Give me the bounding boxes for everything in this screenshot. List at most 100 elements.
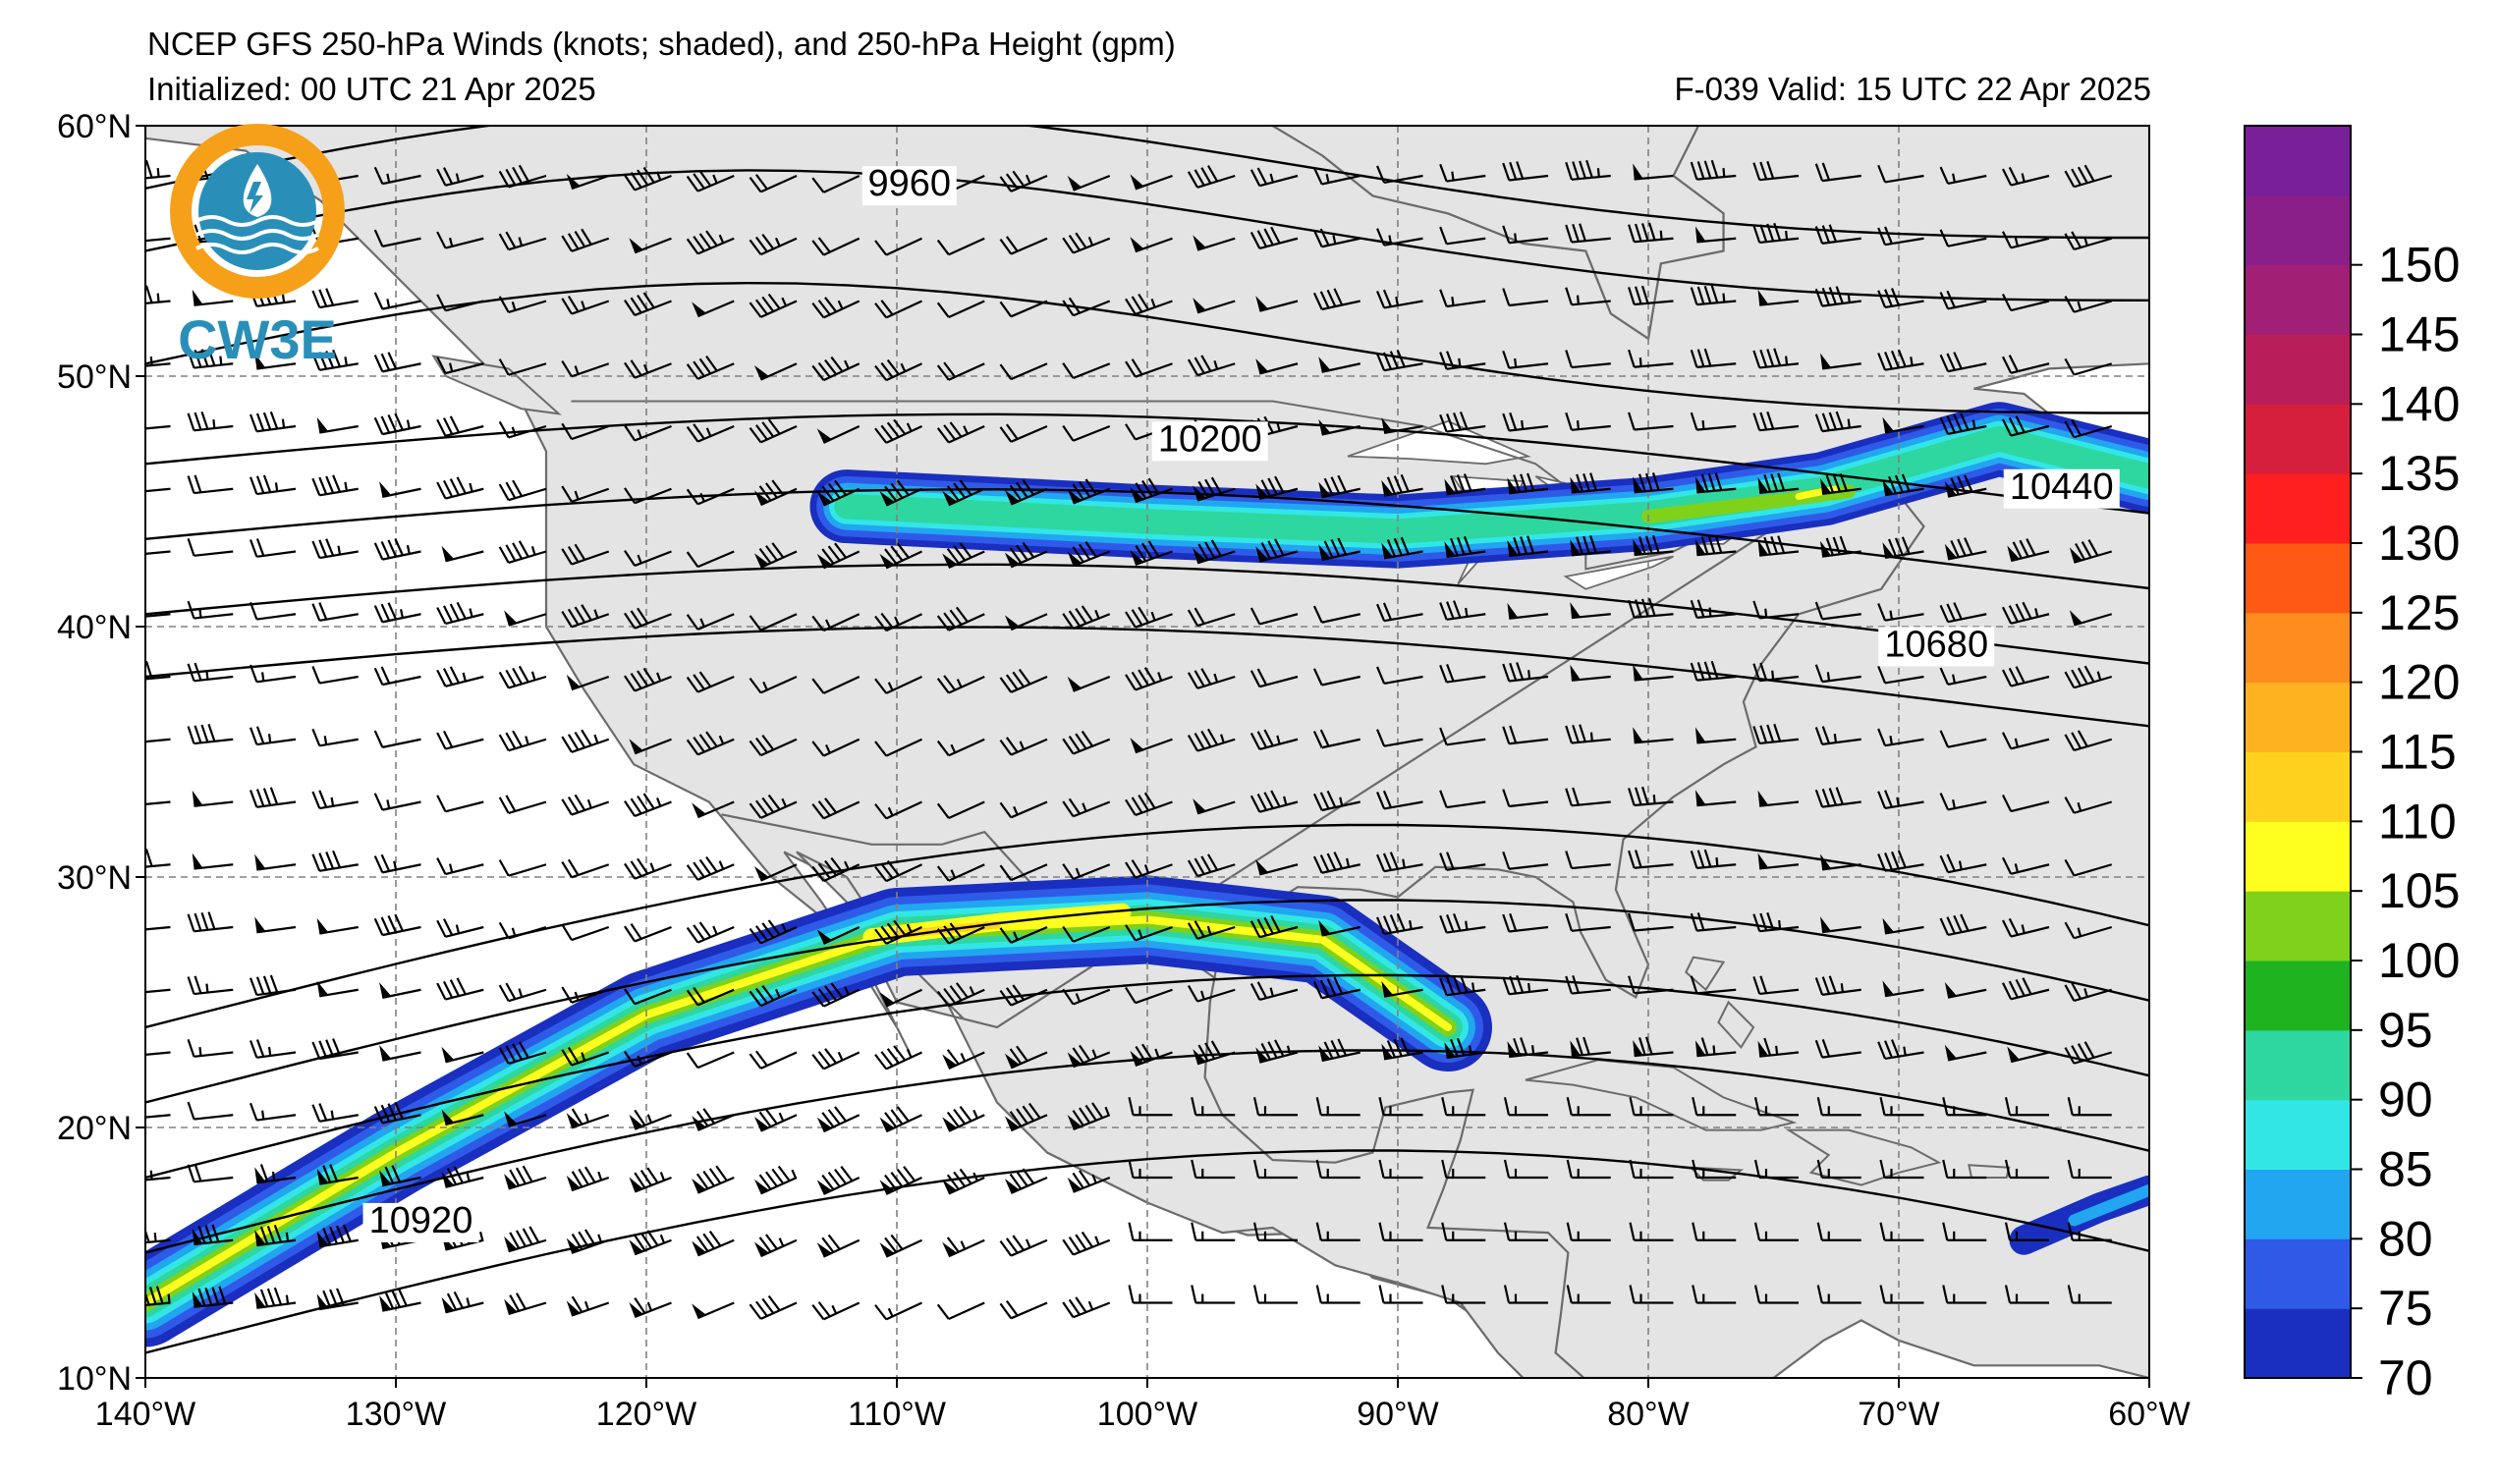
wind-barb (1376, 729, 1423, 747)
wind-barb (1191, 1285, 1236, 1304)
wind-barb (1125, 859, 1173, 879)
colorbar-tick-label: 145 (2378, 307, 2460, 362)
wind-barb (2064, 665, 2113, 689)
wind-barb (1439, 163, 1486, 183)
wind-barb (311, 850, 359, 872)
wind-barb (436, 415, 484, 437)
colorbar-tick-label: 115 (2378, 725, 2457, 780)
wind-barb (686, 423, 735, 443)
wind-barb (566, 1229, 610, 1254)
wind-barb (936, 800, 985, 820)
wind-barb (749, 734, 798, 757)
wind-barb (1062, 1231, 1111, 1256)
colorbar-segment (2245, 194, 2351, 266)
wind-barb (1944, 474, 1987, 498)
wind-barb (145, 738, 171, 743)
wind-barb (692, 1108, 735, 1131)
wind-barb (936, 237, 985, 256)
wind-barb (692, 1165, 735, 1194)
contour-label: 10920 (362, 1200, 479, 1242)
wind-barb (1877, 728, 1924, 747)
wind-barb (1692, 1097, 1737, 1117)
wind-barb (1255, 475, 1299, 500)
wind-barb (379, 481, 421, 498)
wind-barb (753, 1165, 798, 1195)
wind-barb (311, 349, 359, 371)
wind-barb (1252, 1222, 1298, 1241)
wind-barb (1004, 1168, 1048, 1194)
colorbar-tick-label: 150 (2378, 238, 2460, 293)
wind-barb (1062, 988, 1111, 1006)
wind-barb (999, 1235, 1048, 1257)
wind-barb (436, 977, 484, 1001)
wind-barb (249, 538, 297, 558)
wind-barb (1814, 787, 1861, 808)
wind-barb (1944, 537, 1987, 561)
wind-barb (1752, 411, 1800, 432)
wind-barb (629, 1109, 672, 1130)
wind-barb (811, 237, 860, 256)
wind-barb (1879, 1159, 1924, 1180)
colorbar-tick-label: 100 (2378, 933, 2460, 988)
logo-wave (195, 215, 319, 227)
wind-barb (1439, 289, 1486, 308)
wind-barb (1444, 473, 1486, 496)
wind-barb (561, 360, 610, 378)
wind-barb (1441, 1159, 1486, 1180)
wind-barb (1255, 357, 1299, 375)
wind-barb (1633, 664, 1674, 682)
lon-tick-label: 140°W (95, 1396, 195, 1433)
wind-barb (561, 295, 610, 315)
wind-barb (1629, 1222, 1674, 1241)
wind-barb (811, 613, 860, 632)
wind-barb (2007, 538, 2050, 563)
wind-barb (942, 1049, 985, 1071)
wind-barb (686, 986, 735, 1007)
wind-barb (1193, 298, 1236, 314)
wind-barb (436, 601, 484, 626)
wind-barb (624, 922, 672, 943)
wind-barb (2004, 1097, 2049, 1117)
wind-barb (498, 921, 547, 940)
wind-barb (1502, 161, 1549, 182)
contour-label: 9960 (861, 163, 957, 206)
wind-barb (1628, 597, 1674, 619)
wind-barb (2001, 666, 2050, 687)
wind-barb (1565, 223, 1611, 244)
wind-barb (1378, 1222, 1423, 1241)
wind-barb (1690, 912, 1737, 932)
wind-barb (1939, 412, 1987, 435)
wind-barb (1441, 1097, 1486, 1117)
wind-barb (1125, 358, 1173, 378)
wind-barb (936, 863, 985, 882)
lon-tick-label: 80°W (1607, 1396, 1690, 1433)
island (1968, 1164, 2011, 1179)
wind-barb (1877, 665, 1924, 685)
colorbar-tick-label: 85 (2378, 1142, 2433, 1197)
colorbar-segment (2245, 1169, 2351, 1239)
wind-barb (1125, 606, 1173, 629)
wind-barb (2001, 917, 2050, 938)
wind-barb (1439, 912, 1486, 934)
wind-barb (1565, 350, 1611, 369)
wind-barb (1565, 851, 1611, 870)
wind-barb (498, 358, 547, 376)
wind-barb (1814, 224, 1861, 245)
wind-barb (1692, 1159, 1737, 1180)
wind-barb (686, 230, 735, 255)
wind-barb (1381, 536, 1423, 560)
wind-barb (753, 362, 798, 381)
wind-barb (1193, 798, 1236, 815)
wind-barb (192, 1286, 234, 1308)
wind-barb (1062, 1296, 1111, 1319)
wind-barb (2004, 1285, 2049, 1304)
wind-barb (874, 738, 922, 757)
wind-barb (1694, 534, 1737, 557)
wind-barb (1067, 1044, 1111, 1069)
wind-barb (145, 285, 171, 304)
wind-barb (1820, 353, 1861, 370)
wind-barb (1439, 411, 1486, 433)
wind-barb (2001, 355, 2050, 374)
wind-barb (1877, 226, 1924, 247)
wind-barb (187, 662, 234, 683)
